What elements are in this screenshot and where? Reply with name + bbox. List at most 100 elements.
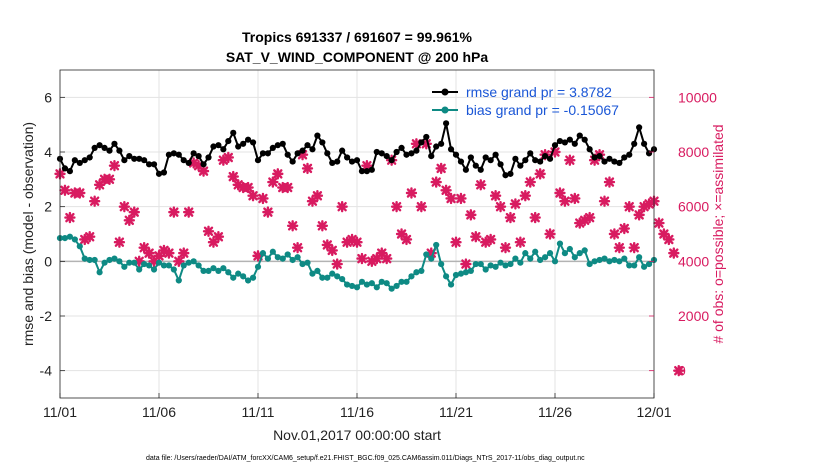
bias-point — [126, 259, 133, 266]
obs-count-marker — [519, 190, 531, 202]
y-right-tick-label: 4000 — [678, 253, 709, 269]
rmse-point — [576, 132, 583, 139]
obs-count-marker — [435, 162, 447, 175]
bias-point — [487, 262, 494, 269]
obs-count-plus — [336, 200, 348, 213]
x-axis-label: Nov.01,2017 00:00:00 start — [273, 427, 441, 443]
rmse-point — [269, 144, 276, 151]
obs-count-marker — [623, 200, 635, 213]
bias-point — [363, 281, 370, 288]
obs-count-marker — [598, 195, 611, 207]
obs-count-marker — [395, 228, 408, 240]
rmse-point — [76, 159, 83, 167]
bias-point — [408, 273, 415, 280]
rmse-point — [240, 140, 247, 147]
obs-count-plus — [499, 241, 512, 254]
obs-count-plus — [173, 255, 185, 268]
obs-count-plus — [118, 200, 131, 213]
bias-point — [309, 270, 316, 277]
bias-point — [542, 254, 549, 261]
obs-count-plus — [494, 200, 507, 213]
bias-point — [91, 256, 98, 264]
obs-count-plus — [514, 236, 527, 248]
obs-count-marker — [440, 184, 452, 196]
obs-count-plus — [222, 151, 235, 164]
obs-count-marker — [267, 176, 279, 188]
obs-count-plus — [653, 217, 665, 229]
obs-count-marker — [381, 252, 393, 265]
rmse-point — [101, 144, 108, 151]
obs-count-marker — [182, 206, 195, 218]
rmse-point — [91, 144, 98, 151]
bias-point — [76, 243, 83, 250]
obs-count-marker — [668, 247, 680, 259]
rmse-point — [126, 153, 133, 160]
obs-count-plus — [202, 225, 215, 237]
rmse-point — [383, 153, 390, 160]
rmse-point — [160, 169, 168, 176]
obs-count-marker — [291, 241, 304, 254]
obs-count-plus — [197, 165, 210, 177]
obs-count-plus — [400, 233, 413, 246]
obs-count-plus — [59, 184, 71, 196]
rmse-point — [542, 153, 549, 160]
obs-count-plus — [163, 247, 175, 259]
bias-point — [121, 263, 128, 270]
y-axis-label-right: # of obs: o=possible; ×=assimilated — [710, 124, 726, 343]
bias-point — [106, 256, 113, 264]
obs-count-plus — [440, 184, 452, 196]
bias-point — [141, 260, 148, 268]
obs-count-marker — [262, 206, 274, 218]
obs-count-plus — [88, 195, 101, 207]
bias-point — [438, 260, 445, 268]
legend: rmse grand pr = 3.8782 bias grand pr = -… — [432, 84, 619, 118]
obs-count-marker — [118, 200, 131, 213]
bias-point — [264, 255, 271, 262]
rmse-point — [339, 147, 346, 154]
bias-point — [116, 258, 123, 265]
bias-point — [433, 241, 440, 249]
rmse-point — [443, 120, 450, 127]
obs-count-plus — [415, 200, 428, 213]
bias-point — [462, 269, 469, 276]
obs-count-plus — [227, 170, 239, 183]
obs-count-plus — [524, 176, 536, 188]
obs-count-plus — [267, 176, 279, 188]
y-axis-label: rmse and bias (model - observation) — [20, 122, 36, 346]
bias-point — [190, 258, 197, 265]
bias-point — [314, 267, 321, 274]
rmse-point — [452, 151, 460, 158]
y-right-tick-label: 10000 — [678, 89, 717, 105]
obs-count-marker — [494, 200, 507, 213]
obs-count-plus — [475, 179, 487, 191]
bias-point — [606, 258, 613, 265]
obs-count-plus — [598, 195, 611, 207]
bias-point — [512, 255, 519, 262]
rmse-point — [344, 154, 351, 161]
y-tick-label: 6 — [44, 89, 52, 105]
rmse-point — [71, 157, 78, 164]
series-layer — [54, 120, 685, 377]
bias-point — [195, 262, 202, 269]
rmse-point — [641, 140, 648, 147]
bias-point — [225, 269, 232, 276]
bias-point — [200, 267, 207, 274]
rmse-point — [81, 157, 88, 164]
rmse-point — [462, 166, 469, 173]
obs-count-marker — [356, 252, 368, 265]
bias-point — [581, 247, 588, 254]
rmse-point — [210, 143, 217, 150]
obs-count-marker — [227, 170, 239, 183]
bias-point — [358, 278, 366, 285]
rmse-point — [447, 146, 455, 153]
obs-count-plus — [247, 190, 259, 202]
bias-point — [61, 235, 69, 242]
obs-count-marker — [257, 192, 269, 205]
bias-point — [561, 250, 569, 257]
bias-point — [274, 254, 281, 261]
obs-count-plus — [331, 258, 343, 270]
bias-point — [601, 255, 608, 262]
obs-count-marker — [163, 247, 175, 259]
obs-count-plus — [484, 233, 497, 246]
obs-count-plus — [390, 200, 403, 213]
